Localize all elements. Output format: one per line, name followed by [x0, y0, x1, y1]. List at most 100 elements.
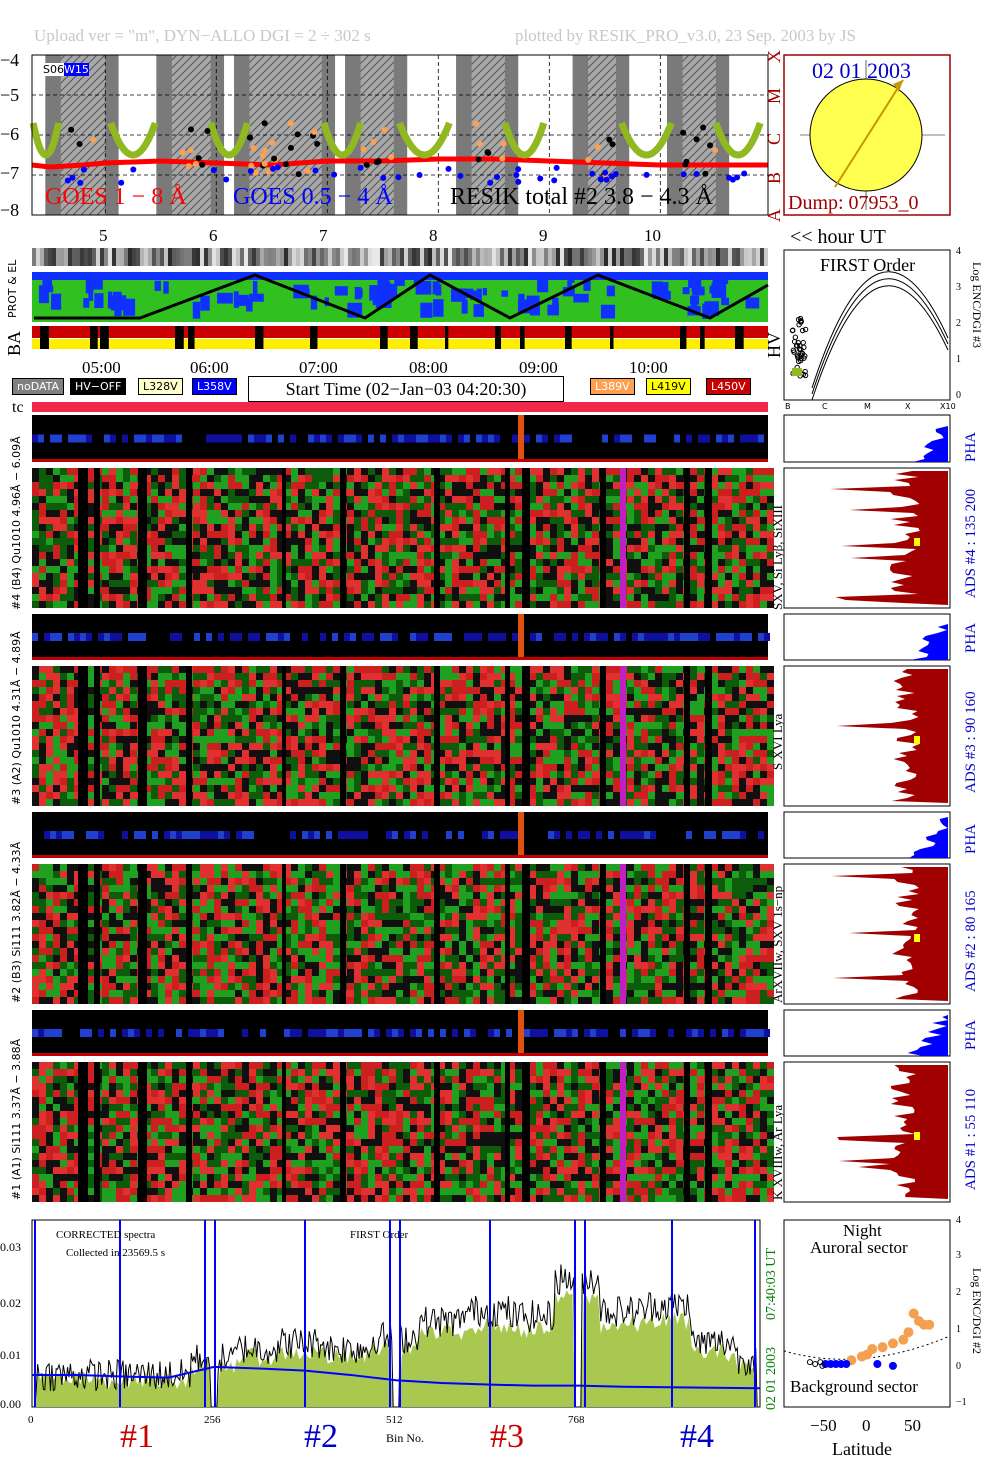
ads-cell	[550, 538, 557, 545]
ads-cell	[508, 666, 515, 673]
ads-cell	[459, 701, 466, 708]
ads-cell	[571, 601, 578, 608]
ads-cell	[242, 687, 249, 694]
ads-cell	[732, 594, 739, 601]
ads-cell	[480, 524, 487, 531]
ads-cell	[298, 778, 305, 785]
pha-cell	[488, 1029, 494, 1037]
ads-cell	[690, 510, 697, 517]
ads-cell	[88, 715, 95, 722]
ads-cell	[732, 729, 739, 736]
ads-cell	[319, 778, 326, 785]
ads-cell	[221, 792, 228, 799]
ads-cell	[172, 489, 179, 496]
ads-cell	[256, 764, 263, 771]
ads-cell	[718, 701, 725, 708]
ads-cell	[445, 715, 452, 722]
ads-cell	[333, 566, 340, 573]
ads-cell	[438, 580, 445, 587]
ads-cell	[207, 722, 214, 729]
goes-short-point	[247, 168, 254, 175]
ads-cell	[564, 580, 571, 587]
prot-blue	[537, 276, 549, 293]
ads-cell	[256, 771, 263, 778]
pha-cell	[440, 434, 446, 443]
pha-cell	[512, 831, 518, 839]
ads-cell	[354, 524, 361, 531]
ads-cell	[249, 673, 256, 680]
ads-cell	[501, 771, 508, 778]
ads-cell	[200, 778, 207, 785]
ads-cell	[109, 531, 116, 538]
el-strip-cell	[228, 248, 232, 266]
ads-cell	[697, 778, 704, 785]
el-strip-cell	[644, 248, 648, 266]
ads-cell	[235, 771, 242, 778]
ads-cell	[200, 736, 207, 743]
ads-cell	[200, 722, 207, 729]
ads-cell	[508, 687, 515, 694]
ads-cell	[515, 510, 522, 517]
ads-cell	[606, 503, 613, 510]
ads-cell	[291, 601, 298, 608]
ads-cell	[529, 750, 536, 757]
ads-cell	[669, 722, 676, 729]
ads-cell	[543, 489, 550, 496]
ads-cell	[669, 729, 676, 736]
ads-cell	[389, 538, 396, 545]
resik-point	[282, 161, 289, 168]
ads-cell	[697, 503, 704, 510]
ads-cell	[543, 552, 550, 559]
ads-cell	[32, 792, 39, 799]
resik-point	[702, 170, 709, 177]
ads-cell	[305, 778, 312, 785]
ads-cell	[214, 552, 221, 559]
ads-cell	[207, 475, 214, 482]
ads-cell	[116, 594, 123, 601]
ads-cell	[347, 729, 354, 736]
ads-cell	[368, 475, 375, 482]
ads-cell	[214, 687, 221, 694]
ads-cell	[312, 601, 319, 608]
ads-cell	[536, 545, 543, 552]
ads-cell	[732, 799, 739, 806]
pha-cell	[326, 434, 332, 443]
ads-cell	[39, 559, 46, 566]
ads-cell	[662, 757, 669, 764]
ads-cell	[718, 736, 725, 743]
ads-cell	[746, 559, 753, 566]
ads-cell	[200, 496, 207, 503]
el-strip-cell	[368, 248, 372, 266]
ads-cell	[284, 489, 291, 496]
ads-cell	[263, 559, 270, 566]
ads-cell	[424, 538, 431, 545]
ads-cell	[571, 687, 578, 694]
ads-cell	[158, 757, 165, 764]
ads-cell	[529, 482, 536, 489]
ads-cell	[571, 680, 578, 687]
ads-cell	[109, 743, 116, 750]
sun-disk	[809, 78, 923, 192]
ads-cell	[158, 736, 165, 743]
ads-cell	[396, 722, 403, 729]
ads-cell	[459, 552, 466, 559]
ads-cell	[284, 687, 291, 694]
ads-cell	[417, 475, 424, 482]
ads-cell	[711, 729, 718, 736]
ads-cell	[32, 680, 39, 687]
ads-cell	[242, 482, 249, 489]
ads-cell	[445, 792, 452, 799]
ads-cell	[46, 708, 53, 715]
ads-cell	[158, 687, 165, 694]
ads-cell	[417, 538, 424, 545]
ads-cell	[438, 785, 445, 792]
ads-cell	[466, 673, 473, 680]
ads-cell	[165, 524, 172, 531]
ads-cell	[165, 750, 172, 757]
ads-cell	[130, 601, 137, 608]
el-strip-cell	[736, 248, 740, 266]
pha-cell	[212, 831, 218, 839]
ads-cell	[200, 524, 207, 531]
ads-cell	[228, 503, 235, 510]
ads-cell	[410, 785, 417, 792]
